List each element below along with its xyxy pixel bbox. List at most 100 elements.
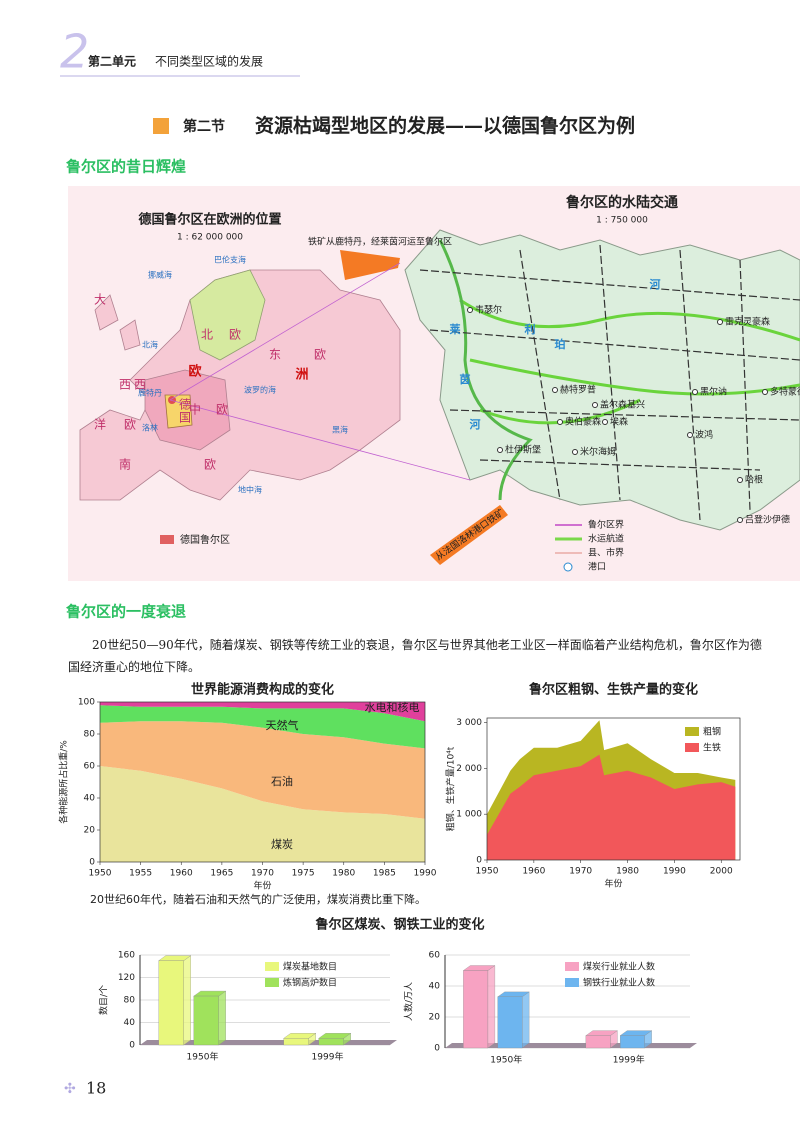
y-tick-label: 2 000 <box>456 764 482 774</box>
bar-side <box>522 991 530 1049</box>
paragraph: 20世纪50—90年代，随着煤炭、钢铁等传统工业的衰退，鲁尔区与世界其他老工业区… <box>68 638 762 674</box>
city-dot <box>602 419 608 425</box>
map-scale: 1 : 62 000 000 <box>177 233 243 243</box>
x-tick-label: 1990 <box>663 867 686 877</box>
y-tick-label: 40 <box>84 794 96 804</box>
bar <box>193 995 219 1046</box>
map-label: 雷克灵豪森 <box>725 316 770 328</box>
unit-label: 第二单元 <box>88 54 136 69</box>
area <box>100 721 425 819</box>
y-tick-label: 160 <box>118 951 135 961</box>
legend-swatch <box>265 978 279 987</box>
map-label: 奥伯豪森 <box>565 416 601 428</box>
map-label: 波鸿 <box>695 429 713 441</box>
zoom-line <box>169 262 401 401</box>
city-dot <box>762 389 768 395</box>
legend-label: 生铁 <box>703 742 721 754</box>
x-tick-label: 1950 <box>476 867 499 877</box>
railway <box>419 244 800 521</box>
map-label: 德 <box>179 397 191 412</box>
unit-title: 不同类型区域的发展 <box>155 54 263 69</box>
map-label: 赫特罗普 <box>560 384 596 396</box>
city-dot <box>552 387 558 393</box>
map-label: 欧 <box>229 328 241 342</box>
area-label: 石油 <box>271 774 293 788</box>
area-label: 煤炭 <box>271 838 293 851</box>
legend-label: 县、市界 <box>588 547 624 559</box>
x-tick-label: 1955 <box>129 869 152 879</box>
legend-symbol <box>563 562 573 572</box>
arrow <box>340 250 400 280</box>
map-label: 欧 <box>204 458 216 472</box>
x-tick-label: 1960 <box>522 867 545 877</box>
bar-side <box>487 965 496 1049</box>
map-label: 欧 <box>124 418 136 432</box>
map-label: 洛林 <box>142 423 158 433</box>
section-icon <box>153 118 169 134</box>
map-label: 欧 <box>188 364 201 380</box>
map-label: 欧 <box>314 348 326 362</box>
y-axis-label: 数目/个 <box>98 985 110 1015</box>
y-tick-label: 60 <box>429 951 441 961</box>
map-label: 西 <box>134 378 146 392</box>
y-tick-label: 80 <box>124 996 136 1006</box>
y-axis-label: 各种能源所占比重/% <box>58 740 70 824</box>
legend-swatch <box>565 978 579 987</box>
legend-swatch <box>685 727 699 736</box>
legend-label: 煤炭基地数目 <box>283 961 337 973</box>
map-label: 珀 <box>555 337 566 351</box>
map-label: 韦瑟尔 <box>475 304 502 316</box>
north-europe <box>189 269 266 361</box>
map-label: 欧 <box>216 403 228 417</box>
city-dot <box>467 307 473 313</box>
city-dot <box>692 389 698 395</box>
bar <box>497 996 523 1049</box>
x-axis-label: 年份 <box>253 880 271 892</box>
british-isles <box>94 294 141 351</box>
bar <box>158 960 184 1046</box>
y-tick-label: 80 <box>84 730 96 740</box>
legend-label: 鲁尔区界 <box>588 519 624 531</box>
unit-number: 2 <box>60 25 89 79</box>
x-tick-label: 1965 <box>210 869 233 879</box>
map-label: 北 <box>201 328 213 342</box>
heading: 鲁尔区的一度衰退 <box>66 603 186 621</box>
y-tick-label: 0 <box>434 1044 440 1054</box>
bar <box>585 1035 611 1049</box>
legend-label: 港口 <box>588 561 606 573</box>
map-label: 河 <box>650 277 661 291</box>
x-tick-label: 1990 <box>414 869 437 879</box>
map-label: 南 <box>119 457 131 472</box>
x-tick-label: 1980 <box>332 869 355 879</box>
map-label: 黑海 <box>332 425 348 435</box>
rhine <box>438 239 533 501</box>
zoom-line <box>169 399 471 481</box>
map-label: 埃森 <box>610 416 628 428</box>
city-dot <box>557 419 563 425</box>
area <box>100 702 425 722</box>
section-title: 资源枯竭型地区的发展——以德国鲁尔区为例 <box>255 114 635 137</box>
y-tick-label: 0 <box>476 856 482 866</box>
map-label: 地中海 <box>238 485 262 495</box>
legend-swatch <box>265 962 279 971</box>
map-label: 西 <box>119 378 131 392</box>
map-label: 茵 <box>460 372 471 386</box>
area-label: 水电和核电 <box>365 700 420 714</box>
y-axis-label: 人数/万人 <box>403 982 415 1021</box>
section-number: 第二节 <box>183 118 225 135</box>
y-tick-label: 1 000 <box>456 810 482 820</box>
x-axis-label: 年份 <box>604 878 622 890</box>
legend-label: 炼钢高炉数目 <box>283 977 337 989</box>
map-label: 国 <box>179 411 191 425</box>
legend-swatch <box>160 535 174 544</box>
city-dot <box>737 517 743 523</box>
map-label: 洋 <box>94 417 106 432</box>
map-label: 中 <box>189 402 201 417</box>
y-tick-label: 40 <box>429 982 441 992</box>
plot-frame <box>99 701 426 863</box>
arrow <box>430 505 508 565</box>
map-title: 鲁尔区的水陆交通 <box>565 194 678 211</box>
map-label: 杜伊斯堡 <box>505 444 541 456</box>
x-tick-label: 1970 <box>569 867 592 877</box>
